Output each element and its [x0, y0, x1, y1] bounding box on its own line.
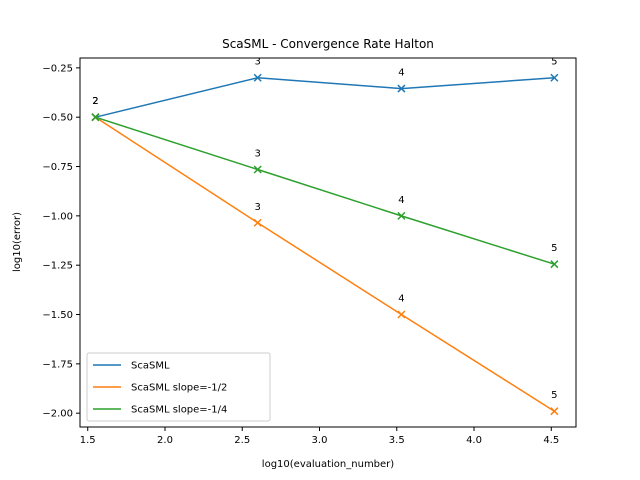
y-tick-label: −0.75 [42, 162, 73, 173]
marker-stroke [253, 73, 262, 82]
point-label: 2 [92, 96, 98, 107]
data-point-marker [550, 407, 559, 416]
point-label: 3 [255, 57, 261, 68]
y-tick-label: −0.25 [42, 63, 73, 74]
marker-stroke [253, 165, 262, 174]
series-line [95, 116, 555, 265]
marker-stroke [550, 407, 559, 416]
y-tick-label: −2.00 [42, 409, 73, 420]
legend-label: ScaSML slope=-1/2 [131, 383, 227, 394]
x-tick-label: 3.5 [389, 435, 405, 446]
point-label: 5 [551, 243, 557, 254]
y-tick-label: −0.50 [42, 113, 73, 124]
data-point-marker [550, 260, 559, 269]
point-label: 5 [551, 57, 557, 68]
chart-title: ScaSML - Convergence Rate Halton [222, 37, 434, 51]
marker-stroke [253, 218, 262, 227]
legend: ScaSML ScaSML slope=-1/2 ScaSML slope=-1/4 [86, 352, 271, 422]
marker-stroke [397, 310, 406, 319]
marker-stroke [550, 260, 559, 269]
legend-label: ScaSML slope=-1/4 [131, 405, 227, 416]
data-point-marker [253, 73, 262, 82]
point-label: 2 [92, 96, 98, 107]
point-label: 2 [92, 96, 98, 107]
point-label: 4 [398, 68, 404, 79]
y-tick-label: −1.75 [42, 359, 73, 370]
y-tick-label: −1.25 [42, 261, 73, 272]
point-label: 4 [398, 294, 404, 305]
data-point-marker [397, 211, 406, 220]
marker-stroke [91, 113, 100, 122]
marker-stroke [397, 84, 406, 93]
x-tick-label: 4.0 [466, 435, 482, 446]
marker-stroke [397, 211, 406, 220]
x-tick-label: 1.5 [80, 435, 96, 446]
point-label: 4 [398, 195, 404, 206]
axes-frame [79, 57, 577, 428]
data-point-marker [397, 84, 406, 93]
data-point-marker [253, 165, 262, 174]
series-line [95, 116, 555, 412]
point-label: 3 [255, 202, 261, 213]
data-point-marker [550, 73, 559, 82]
x-axis: 1.5 2.0 2.5 3.0 3.5 4.0 4.5 [80, 427, 559, 446]
y-tick-label: −1.00 [42, 211, 73, 222]
legend-label: ScaSML [131, 361, 170, 372]
point-label: 3 [255, 148, 261, 159]
marker-stroke [550, 73, 559, 82]
x-tick-label: 2.5 [234, 435, 250, 446]
x-tick-label: 2.0 [157, 435, 173, 446]
data-point-marker [397, 310, 406, 319]
y-tick-label: −1.50 [42, 310, 73, 321]
y-axis-title: log10(error) [12, 212, 23, 272]
legend-box [86, 352, 271, 422]
series-line [95, 76, 555, 118]
x-tick-label: 4.5 [543, 435, 559, 446]
data-point-marker [253, 218, 262, 227]
x-tick-label: 3.0 [312, 435, 328, 446]
x-axis-title: log10(evaluation_number) [262, 459, 394, 470]
y-axis: −0.25 −0.50 −0.75 −1.00 −1.25 −1.50 −1.75 −2.00 [42, 63, 80, 420]
point-label: 5 [551, 390, 557, 401]
data-point-marker [91, 113, 100, 122]
